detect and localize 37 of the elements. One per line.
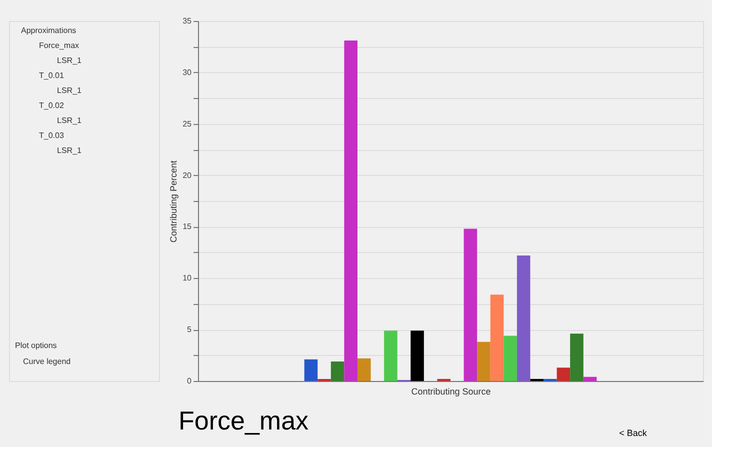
y-tick-label: 0 <box>187 376 192 386</box>
text: < Back <box>619 428 648 438</box>
text: Approximations <box>21 26 76 35</box>
bar <box>504 336 517 381</box>
text: Plot options <box>15 341 57 350</box>
bar <box>344 40 358 381</box>
text: LSR_1 <box>57 116 82 125</box>
bar <box>477 342 490 381</box>
text: Curve legend <box>23 357 71 366</box>
text: T_0.03 <box>39 131 64 140</box>
bar <box>516 256 530 381</box>
bar <box>304 359 318 381</box>
bar <box>556 368 570 381</box>
bar <box>357 358 371 381</box>
text: LSR_1 <box>57 56 82 65</box>
y-tick-label: 10 <box>182 274 192 283</box>
text: Force_max <box>39 41 80 50</box>
bar <box>490 294 504 381</box>
y-tick-label: 15 <box>182 222 192 232</box>
y-tick-label: 5 <box>187 325 192 334</box>
y-tick-label: 20 <box>182 170 192 180</box>
bar <box>583 376 597 381</box>
bar <box>384 330 398 381</box>
text: LSR_1 <box>57 146 82 155</box>
text: LSR_1 <box>57 86 82 95</box>
y-tick-label: 30 <box>182 68 192 77</box>
x-axis-title: Contributing Source <box>411 386 491 396</box>
bar <box>410 330 424 381</box>
y-axis-title: Contributing Percent <box>168 160 179 243</box>
bar <box>570 334 584 381</box>
text: T_0.01 <box>39 71 64 80</box>
bar <box>464 228 478 381</box>
text: Force_max <box>178 406 309 436</box>
bar <box>330 361 344 381</box>
y-tick-label: 35 <box>182 16 192 26</box>
text: T_0.02 <box>39 101 64 110</box>
y-tick-label: 25 <box>182 119 192 128</box>
